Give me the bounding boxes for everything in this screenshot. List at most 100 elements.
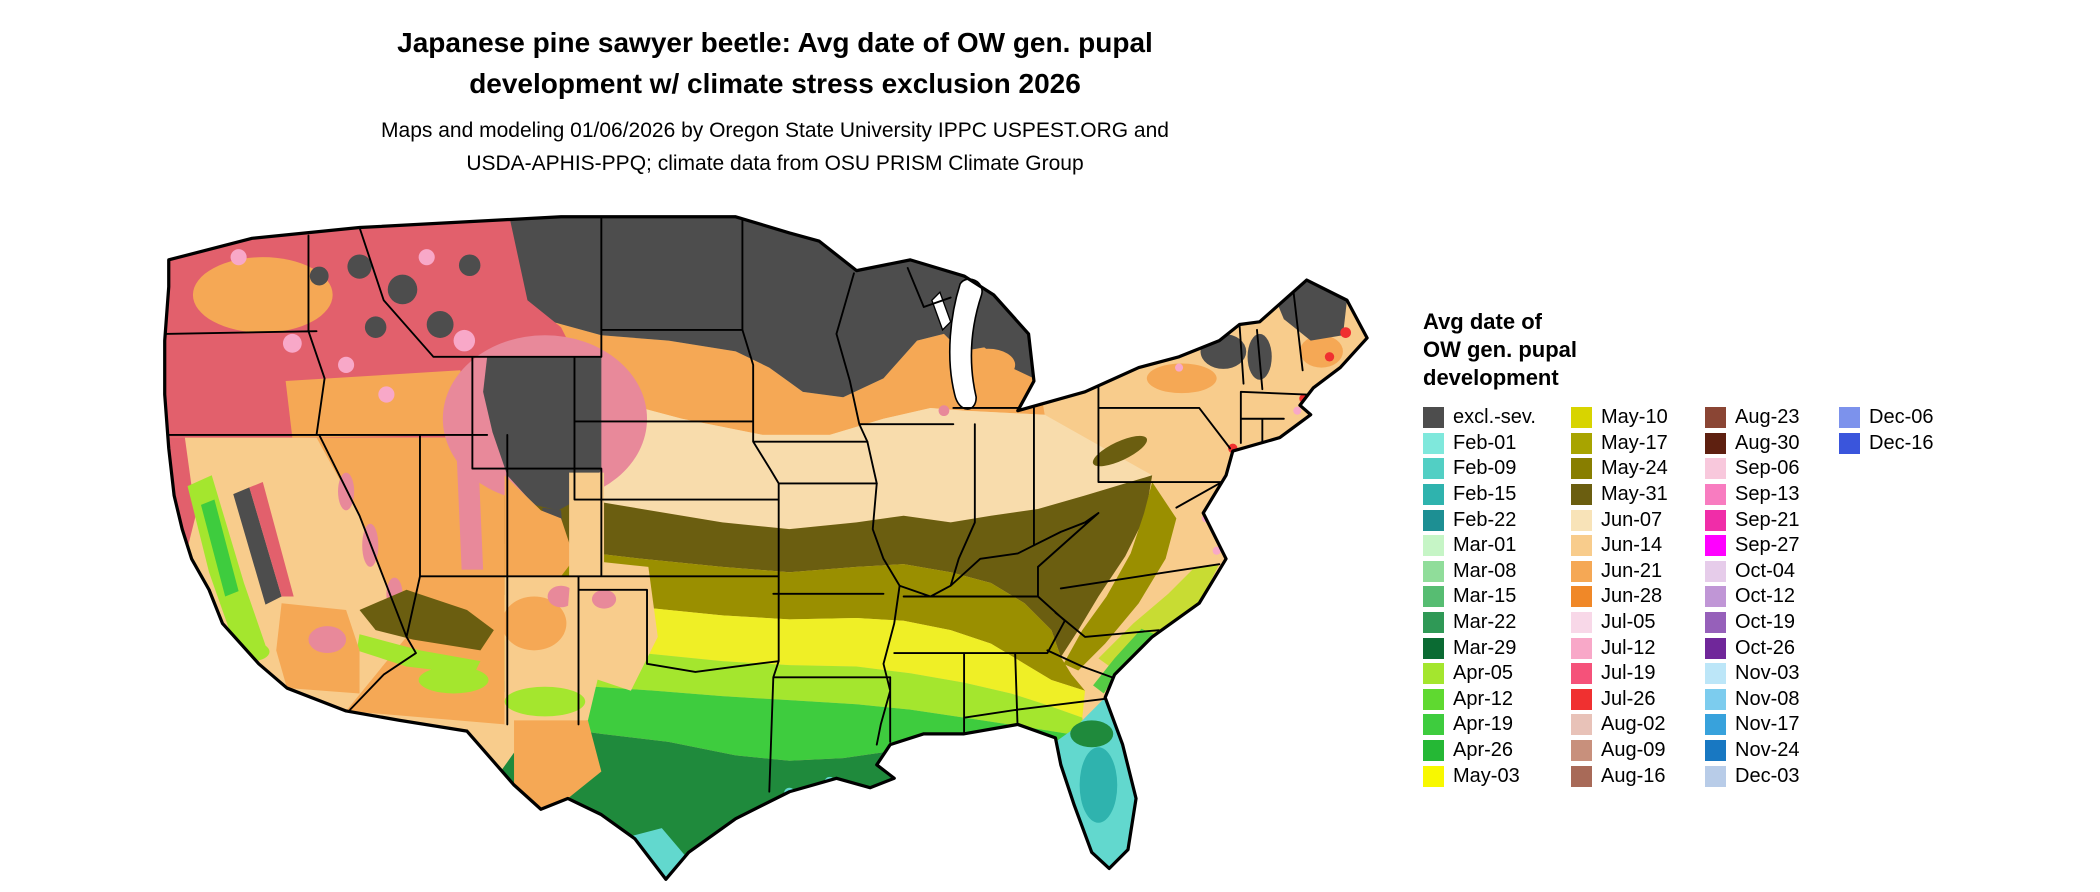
legend-entry: Mar-15 [1423, 584, 1571, 610]
legend-entry: Dec-16 [1839, 431, 1933, 457]
legend-column-2: May-10 May-17 May-24 May-31 Jun-07 Jun-14 Jun-… [1571, 405, 1705, 789]
legend-entry-label: Jul-12 [1601, 636, 1656, 659]
legend-entry: Feb-09 [1423, 456, 1571, 482]
legend-swatch [1423, 688, 1444, 710]
map-title-line1: Japanese pine sawyer beetle: Avg date of… [397, 27, 1153, 58]
legend-entry-label: Nov-03 [1735, 662, 1800, 685]
legend-swatch [1571, 535, 1592, 557]
legend-swatch [1705, 688, 1726, 710]
band-may31-darkolive [487, 461, 1153, 658]
legend-entry: May-31 [1571, 482, 1705, 508]
region-ny-orange [1146, 363, 1217, 394]
legend-entry: Sep-21 [1705, 507, 1839, 533]
legend-entry: Jul-26 [1571, 687, 1705, 713]
legend-entry-label: Aug-30 [1735, 431, 1800, 454]
legend-entry: Sep-06 [1705, 456, 1839, 482]
region-snake-plain [285, 370, 481, 438]
legend-entry-label: Nov-24 [1735, 739, 1800, 762]
region-az-mogollon [359, 589, 494, 651]
legend-entry-label: Dec-16 [1869, 431, 1934, 454]
legend-entry-label: Aug-02 [1601, 713, 1666, 736]
legend-swatch [1705, 560, 1726, 582]
legend-swatch [1423, 637, 1444, 659]
region-maine-orange [1299, 335, 1343, 368]
legend-swatch [1423, 535, 1444, 557]
legend-entry-label: Sep-21 [1735, 508, 1800, 531]
legend-entry-label: Jun-28 [1601, 585, 1663, 608]
legend-entry-label: Mar-29 [1453, 636, 1517, 659]
legend-swatch [1705, 612, 1726, 634]
region-valley-core [200, 499, 239, 597]
legend-entry: Aug-02 [1571, 712, 1705, 738]
legend-entry-label: Jun-21 [1601, 559, 1663, 582]
legend-swatch [1571, 637, 1592, 659]
legend-entry-label: Apr-26 [1453, 739, 1514, 762]
legend-swatch [1839, 407, 1860, 429]
legend-swatch [1571, 407, 1592, 429]
legend-swatch [1423, 432, 1444, 454]
legend-swatch [1423, 612, 1444, 634]
map-title-line2: development w/ climate stress exclusion … [469, 68, 1081, 99]
legend-swatch [1705, 509, 1726, 531]
legend-entry: Feb-01 [1423, 431, 1571, 457]
legend-entry: Apr-26 [1423, 738, 1571, 764]
legend-entry: Mar-01 [1423, 533, 1571, 559]
legend-swatch [1571, 740, 1592, 762]
nw-pink-specks [230, 249, 476, 403]
legend-column-1: excl.-sev. Feb-01 Feb-09 Feb-15 Feb-22 Mar-01… [1423, 405, 1571, 789]
legend-entry: Mar-29 [1423, 635, 1571, 661]
legend-entry: excl.-sev. [1423, 405, 1571, 431]
legend-entry-label: Mar-22 [1453, 611, 1517, 634]
legend-swatch [1705, 432, 1726, 454]
legend-entry-label: Mar-01 [1453, 534, 1517, 557]
legend-entry: Jun-14 [1571, 533, 1705, 559]
region-pa-ridge [1092, 435, 1148, 467]
legend-entry-label: Aug-09 [1601, 739, 1666, 762]
legend-entry-label: May-24 [1601, 457, 1668, 480]
legend-entry-label: May-10 [1601, 406, 1668, 429]
legend-entry: Aug-23 [1705, 405, 1839, 431]
legend-entry: Nov-24 [1705, 738, 1839, 764]
legend-entry: Dec-03 [1705, 763, 1839, 789]
legend-entry: Oct-19 [1705, 610, 1839, 636]
legend-swatch [1423, 560, 1444, 582]
map-subtitle-line2: USDA-APHIS-PPQ; climate data from OSU PR… [466, 152, 1084, 175]
legend-entry-label: Feb-09 [1453, 457, 1517, 480]
legend-columns: excl.-sev. Feb-01 Feb-09 Feb-15 Feb-22 Mar-01… [1423, 405, 1933, 789]
legend-entry-label: Jun-14 [1601, 534, 1663, 557]
us-map [158, 206, 1394, 886]
legend-swatch [1705, 535, 1726, 557]
legend-entry: Apr-05 [1423, 661, 1571, 687]
legend-entry-label: Oct-26 [1735, 636, 1796, 659]
legend-swatch [1423, 509, 1444, 531]
legend-entry-label: Oct-04 [1735, 559, 1796, 582]
state-borders-east [835, 266, 1308, 746]
legend-entry-label: Jul-26 [1601, 687, 1656, 710]
rockies-gray-specks [309, 254, 481, 338]
legend-entry: Jun-07 [1571, 507, 1705, 533]
region-piedmont-olive [1063, 482, 1177, 671]
legend-entry: Jul-05 [1571, 610, 1705, 636]
legend-entry-label: May-17 [1601, 431, 1668, 454]
legend-entry: Oct-12 [1705, 584, 1839, 610]
legend-title-line1: Avg date of [1423, 309, 1542, 334]
legend-column-4: Dec-06 Dec-16 [1839, 405, 1933, 456]
legend-entry: May-10 [1571, 405, 1705, 431]
us-map-svg [163, 215, 1369, 881]
legend-entry-label: Mar-08 [1453, 559, 1517, 582]
legend-entry-label: May-03 [1453, 764, 1520, 787]
legend-entry-label: Sep-13 [1735, 483, 1800, 506]
legend-entry-label: Sep-06 [1735, 457, 1800, 480]
region-sierra-gray [233, 487, 282, 605]
legend-entry: Sep-13 [1705, 482, 1839, 508]
legend-swatch [1571, 432, 1592, 454]
legend-entry-label: Nov-17 [1735, 713, 1800, 736]
legend-swatch [1705, 714, 1726, 736]
legend-swatch [1571, 484, 1592, 506]
region-rockies-gray-block [483, 356, 602, 511]
region-great-basin [316, 437, 505, 725]
region-tx-panhandle-pink [591, 589, 617, 609]
legend-entry: Apr-19 [1423, 712, 1571, 738]
legend-entry: Aug-30 [1705, 431, 1839, 457]
map-subtitle: Maps and modeling 01/06/2026 by Oregon S… [0, 114, 1550, 180]
